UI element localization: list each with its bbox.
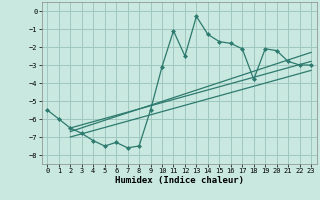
X-axis label: Humidex (Indice chaleur): Humidex (Indice chaleur) xyxy=(115,176,244,185)
